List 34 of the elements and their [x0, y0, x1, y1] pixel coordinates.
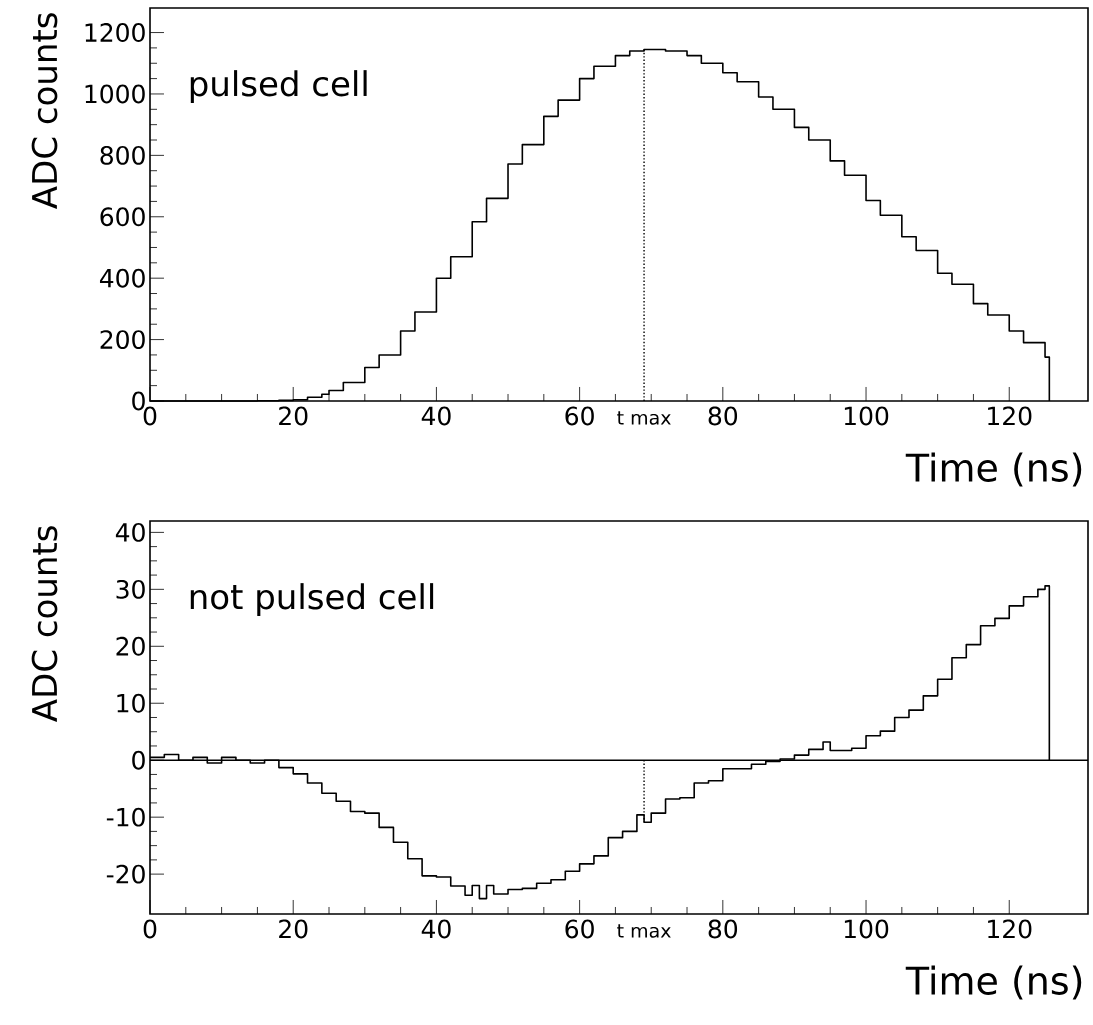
x-axis-title: Time (ns)	[905, 452, 1082, 487]
ref-line-label: t max	[617, 924, 671, 938]
x-tick-label: 100	[844, 406, 889, 426]
y-tick-label: 30	[116, 579, 145, 599]
y-axis-title: ADC counts	[31, 526, 58, 722]
ref-line-label: t max	[617, 411, 671, 425]
y-tick-label: 10	[117, 693, 145, 713]
x-tick-label: 20	[279, 406, 308, 426]
y-tick-label: 200	[100, 330, 145, 350]
x-tick-label: 100	[844, 919, 889, 939]
y-tick-label: -10	[106, 807, 145, 827]
y-tick-label: 0	[132, 750, 145, 770]
x-tick-label: 80	[708, 919, 738, 939]
x-axis-title: Time (ns)	[905, 965, 1082, 1000]
annotation: pulsed cell	[190, 70, 367, 104]
y-tick-label: 1000	[85, 84, 145, 104]
x-tick-label: 120	[988, 919, 1032, 939]
y-tick-label: 0	[132, 391, 145, 411]
x-tick-label: 120	[988, 406, 1032, 426]
y-tick-label: 800	[100, 145, 145, 165]
annotation: not pulsed cell	[190, 583, 434, 617]
x-tick-label: 60	[565, 919, 594, 939]
y-tick-label: 400	[99, 268, 145, 288]
x-tick-label: 20	[279, 919, 308, 939]
x-tick-label: 40	[421, 919, 451, 939]
y-axis-title: ADC counts	[31, 13, 58, 209]
y-tick-label: 600	[100, 207, 145, 227]
x-tick-label: 40	[421, 406, 451, 426]
x-tick-label: 80	[708, 406, 738, 426]
y-tick-label: 40	[115, 522, 145, 542]
x-tick-label: 60	[565, 406, 594, 426]
y-tick-label: 20	[116, 636, 145, 656]
y-tick-label: -20	[106, 864, 145, 884]
y-tick-label: 1200	[85, 23, 145, 43]
